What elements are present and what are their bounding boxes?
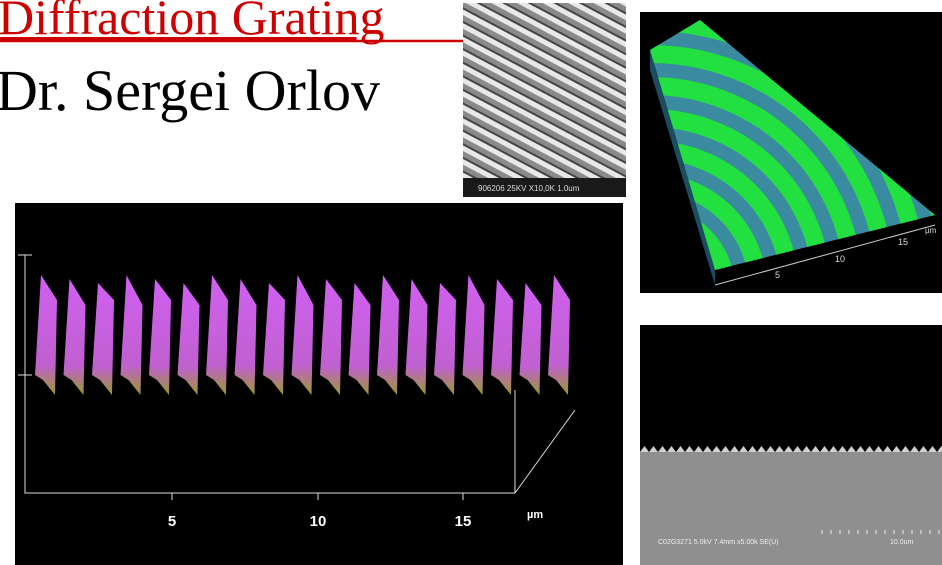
sem-cross-caption: C02G3271 5.0kV 7.4mm x5.00k SE(U): [658, 539, 779, 546]
sem-cross-scale: 10.0um: [890, 539, 914, 546]
profile-unit: µm: [527, 509, 543, 521]
slide-canvas: Diffraction Grating Dr. Sergei Orlov 906…: [0, 0, 942, 565]
profile-tick: 15: [455, 513, 472, 530]
profile-tick: 5: [168, 513, 176, 530]
profile-tick: 10: [310, 513, 327, 530]
profile-image: 5 10 15 µm: [15, 203, 623, 565]
rings-tick: 5: [775, 270, 780, 280]
author: Dr. Sergei Orlov: [0, 58, 380, 123]
rings-tick: 15: [898, 237, 908, 247]
sem-cross-image: C02G3271 5.0kV 7.4mm x5.00k SE(U) 10.0um: [640, 325, 942, 565]
rings-unit: µm: [925, 226, 937, 235]
sem-caption: 906206 25KV X10,0K 1.0um: [478, 184, 580, 193]
sem-top-image: 906206 25KV X10,0K 1.0um: [463, 3, 626, 197]
slide-title: Diffraction Grating: [0, 0, 384, 45]
slide: Diffraction Grating Dr. Sergei Orlov 906…: [0, 0, 942, 565]
rings-tick: 10: [835, 254, 845, 264]
